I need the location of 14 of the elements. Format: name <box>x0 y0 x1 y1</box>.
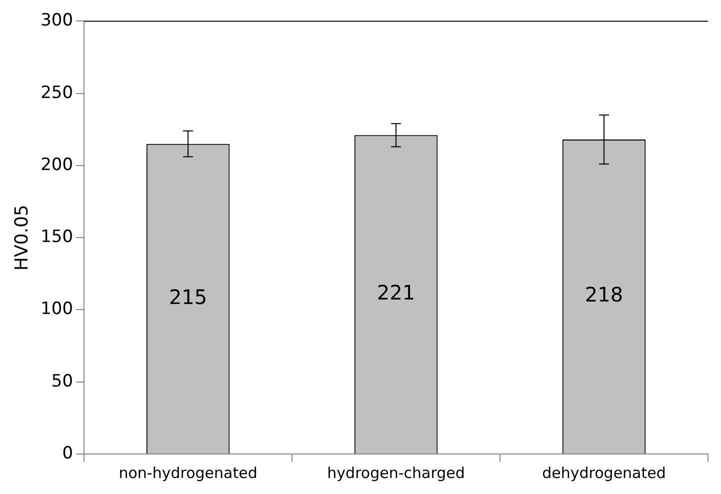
y-tick-label: 300 <box>40 10 74 31</box>
y-tick-label: 100 <box>40 299 74 320</box>
y-tick-label: 0 <box>62 443 74 464</box>
x-tick-label: non-hydrogenated <box>118 464 258 482</box>
x-tick-label: hydrogen-charged <box>327 464 465 482</box>
data-label: 218 <box>584 282 624 307</box>
y-tick-label: 200 <box>40 154 74 175</box>
y-axis-title: HV0.05 <box>11 204 32 271</box>
data-label: 215 <box>168 284 208 309</box>
x-tick-label: dehydrogenated <box>542 464 666 482</box>
y-tick-label: 250 <box>40 82 74 103</box>
data-label: 221 <box>376 280 416 305</box>
y-tick-label: 150 <box>40 227 74 248</box>
y-tick-label: 50 <box>51 371 74 392</box>
